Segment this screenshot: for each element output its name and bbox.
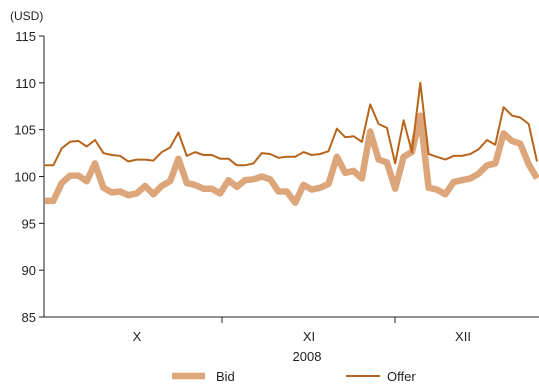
bid-series-line [45, 112, 539, 206]
legend-label-offer: Offer [387, 369, 416, 384]
year-label: 2008 [293, 349, 322, 364]
offer-series-line [45, 81, 538, 167]
plot-lines [45, 81, 539, 206]
x-axis-ticks: X XI XII [133, 317, 471, 344]
y-tick-label: 90 [22, 263, 36, 278]
x-tick-label: XI [303, 329, 315, 344]
y-tick-label: 110 [15, 76, 36, 91]
x-tick-label: X [133, 329, 142, 344]
y-axis-ticks: 85 90 95 100 105 110 115 [14, 29, 44, 325]
y-unit-label: (USD) [10, 9, 43, 23]
y-tick-label: 100 [14, 170, 36, 185]
y-tick-label: 95 [22, 216, 36, 231]
axes [43, 36, 539, 318]
y-tick-label: 115 [15, 29, 36, 44]
y-tick-label: 85 [22, 310, 36, 325]
x-tick-label: XII [455, 329, 471, 344]
y-tick-label: 105 [14, 123, 36, 138]
legend-label-bid: Bid [216, 369, 235, 384]
legend: Bid Offer [172, 369, 416, 384]
